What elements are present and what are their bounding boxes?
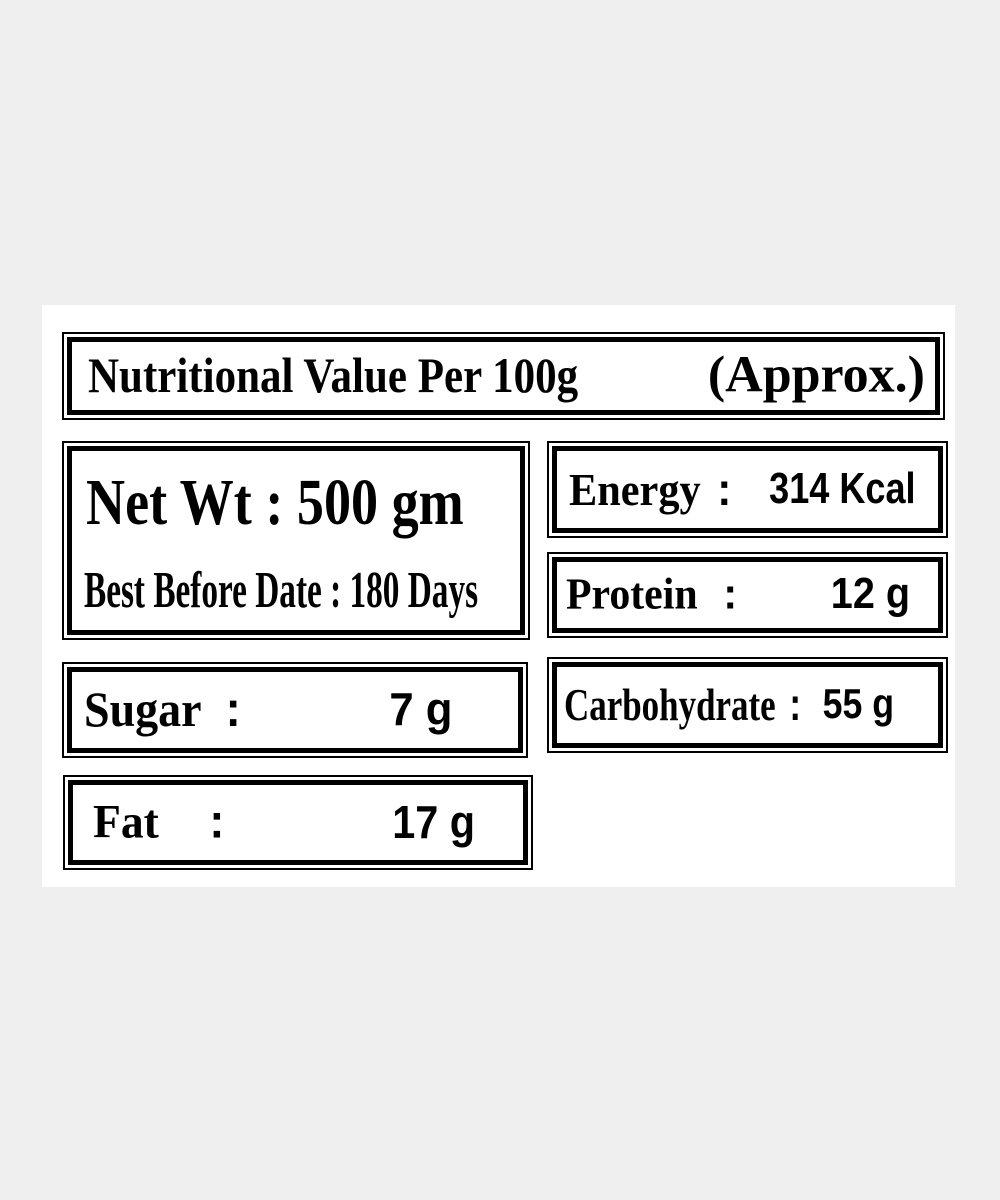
carbohydrate-label: Carbohydrate: [564, 677, 801, 731]
protein-box: Protein: 12 g [547, 552, 948, 638]
energy-box-inner: Energy: 314 Kcal [552, 446, 943, 533]
net-weight-box: Net Wt : 500 gm Best Before Date : 180 D… [62, 441, 530, 640]
energy-label: Energy: [569, 461, 731, 515]
title-box-inner: Nutritional Value Per 100g (Approx.) [67, 337, 940, 415]
protein-box-inner: Protein: 12 g [552, 557, 943, 633]
sugar-label: Sugar: [84, 680, 241, 738]
carbohydrate-colon: : [789, 677, 802, 730]
protein-label: Protein: [566, 568, 737, 619]
carbohydrate-box-inner: Carbohydrate: 55 g [552, 662, 943, 748]
energy-value: 314 Kcal [769, 463, 916, 513]
title-box: Nutritional Value Per 100g (Approx.) [62, 332, 945, 420]
fat-value: 17 g [392, 795, 475, 848]
sugar-label-text: Sugar [84, 680, 202, 737]
nutrition-label-panel: Nutritional Value Per 100g (Approx.) Net… [42, 305, 955, 887]
fat-box: Fat: 17 g [63, 775, 533, 870]
sugar-colon: : [225, 680, 241, 737]
sugar-box: Sugar: 7 g [62, 662, 528, 758]
best-before-text: Best Before Date : 180 Days [84, 562, 479, 619]
energy-box: Energy: 314 Kcal [547, 441, 948, 538]
protein-label-text: Protein [566, 569, 698, 619]
net-weight-text: Net Wt : 500 gm [86, 466, 464, 539]
fat-label-text: Fat [93, 794, 159, 848]
carbohydrate-label-text: Carbohydrate [564, 678, 776, 730]
title-text: Nutritional Value Per 100g [88, 346, 579, 403]
fat-label: Fat: [93, 794, 224, 849]
sugar-box-inner: Sugar: 7 g [67, 667, 523, 753]
carbohydrate-value: 55 g [822, 680, 894, 728]
net-weight-box-inner: Net Wt : 500 gm Best Before Date : 180 D… [67, 446, 525, 635]
title-approx-text: (Approx.) [707, 346, 925, 404]
energy-label-text: Energy [569, 463, 701, 515]
protein-colon: : [723, 569, 738, 619]
carbohydrate-box: Carbohydrate: 55 g [547, 657, 948, 753]
sugar-value: 7 g [388, 682, 452, 735]
fat-colon: : [209, 794, 225, 848]
fat-box-inner: Fat: 17 g [68, 780, 528, 865]
protein-value: 12 g [830, 569, 910, 618]
energy-colon: : [717, 462, 732, 515]
